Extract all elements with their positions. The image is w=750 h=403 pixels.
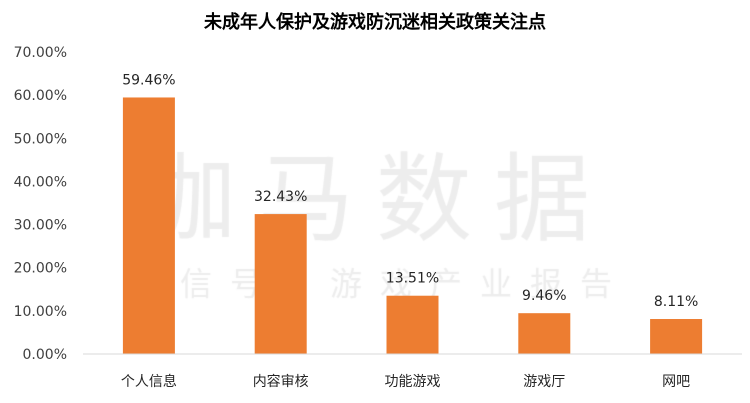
y-tick-label: 20.00% (14, 261, 67, 277)
bar (518, 313, 571, 354)
y-axis: 0.00% 10.00% 20.00% 30.00% 40.00% 50.00% 60.00… (14, 45, 67, 363)
x-tick-label: 网吧 (662, 374, 690, 390)
chart-title: 未成年人保护及游戏防沉迷相关政策关注点 (204, 11, 546, 33)
y-tick-label: 50.00% (14, 131, 67, 147)
data-label: 13.51% (386, 271, 439, 287)
x-tick-label: 游戏厅 (523, 374, 565, 390)
bar (386, 295, 439, 354)
y-tick-label: 70.00% (14, 45, 67, 61)
data-label: 9.46% (522, 288, 566, 304)
x-tick-label: 功能游戏 (385, 374, 441, 390)
data-label: 59.46% (122, 72, 175, 88)
y-tick-label: 60.00% (14, 88, 67, 104)
y-tick-label: 40.00% (14, 174, 67, 190)
y-tick-label: 0.00% (23, 347, 67, 363)
bar (122, 97, 175, 355)
data-label: 32.43% (254, 189, 307, 205)
bar (650, 319, 703, 354)
y-tick-label: 30.00% (14, 218, 67, 234)
bar (254, 214, 307, 354)
x-tick-label: 个人信息 (121, 373, 177, 390)
x-axis: 个人信息 内容审核 功能游戏 游戏厅 网吧 (121, 373, 690, 390)
x-tick-label: 内容审核 (253, 373, 309, 390)
data-label: 8.11% (654, 294, 698, 310)
y-tick-label: 10.00% (14, 304, 67, 320)
bars: 59.46% 32.43% 13.51% 9.46% 8.11% (122, 72, 703, 355)
